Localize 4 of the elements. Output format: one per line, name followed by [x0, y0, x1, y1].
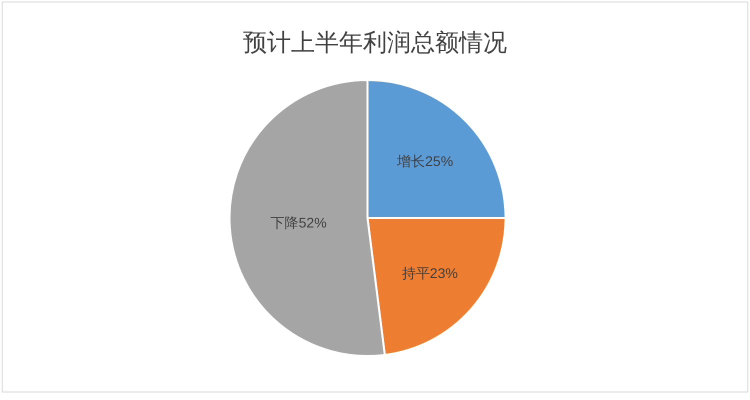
slice-label: 增长25%	[396, 152, 454, 169]
chart-title: 预计上半年利润总额情况	[243, 29, 507, 56]
slice-label: 下降52%	[270, 214, 327, 230]
slice-label: 持平23%	[402, 264, 458, 281]
